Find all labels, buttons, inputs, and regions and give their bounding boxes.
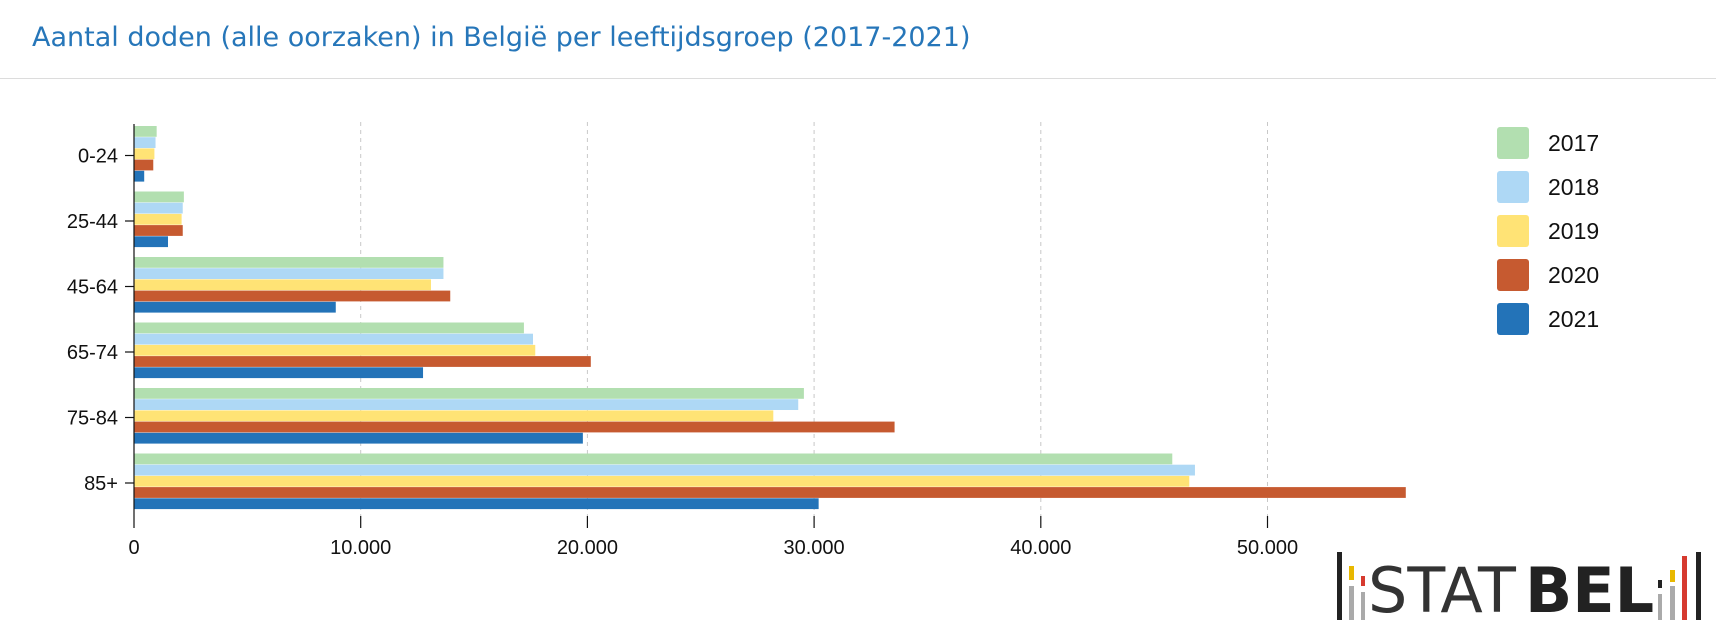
x-tick-label: 40.000 (1010, 537, 1071, 559)
bar-65-74-2017 (134, 322, 524, 334)
statbel-logo: STAT BEL (1337, 552, 1701, 620)
bar-25-44-2018 (134, 202, 183, 214)
legend-swatch-2017 (1497, 127, 1529, 159)
bar-75-84-2020 (134, 421, 895, 433)
bar-65-74-2018 (134, 333, 533, 345)
bar-75-84-2021 (134, 432, 583, 444)
y-tick-label: 75-84 (67, 408, 118, 430)
y-tick-label: 45-64 (67, 277, 118, 299)
legend-label-2020: 2020 (1548, 262, 1599, 288)
y-tick-label: 65-74 (67, 342, 118, 364)
y-tick-label: 85+ (84, 473, 118, 495)
logo-bar-right-1 (1658, 580, 1662, 588)
bar-45-64-2018 (134, 268, 444, 279)
bar-0-24-2020 (134, 159, 154, 171)
logo-bar-left-4 (1361, 592, 1365, 620)
y-tick-label: 0-24 (78, 146, 118, 168)
chart-title: Aantal doden (alle oorzaken) in België p… (32, 22, 971, 53)
legend: 2017 2018 2019 2020 2021 (1497, 127, 1599, 335)
bar-25-44-2019 (134, 213, 182, 225)
bar-0-24-2018 (134, 137, 156, 148)
logo-bar-left-1 (1349, 566, 1354, 580)
logo-text-bel: BEL (1525, 554, 1654, 620)
x-tick-label: 10.000 (330, 537, 391, 559)
bar-75-84-2018 (134, 399, 799, 410)
legend-label-2019: 2019 (1548, 218, 1599, 244)
logo-bar-right-2 (1670, 586, 1675, 620)
bar-85+-2017 (134, 453, 1173, 465)
grid-lines (360, 122, 1268, 516)
logo-bar-left-2 (1349, 586, 1354, 620)
bar-25-44-2017 (134, 191, 184, 203)
bar-45-64-2020 (134, 290, 451, 302)
x-tick-label: 50.000 (1237, 537, 1298, 559)
logo-bar-right-4 (1682, 556, 1687, 620)
legend-swatch-2018 (1497, 171, 1529, 203)
bar-65-74-2019 (134, 344, 536, 356)
axes: 0-24 25-44 45-64 65-74 75-84 85+ 0 10.000 20.000… (67, 124, 1298, 559)
bar-85+-2021 (134, 498, 819, 510)
legend-swatch-2021 (1497, 303, 1529, 335)
legend-swatch-2020 (1497, 259, 1529, 291)
legend-label-2021: 2021 (1548, 306, 1599, 332)
x-tick-label: 30.000 (784, 537, 845, 559)
bar-85+-2020 (134, 487, 1406, 498)
bar-0-24-2019 (134, 148, 155, 160)
legend-label-2018: 2018 (1548, 174, 1599, 200)
logo-text-stat: STAT (1368, 554, 1517, 620)
logo-bar-left-0 (1337, 552, 1342, 620)
legend-label-2017: 2017 (1548, 130, 1599, 156)
legend-swatch-2019 (1497, 215, 1529, 247)
bar-65-74-2020 (134, 356, 591, 367)
logo-bar-left-3 (1361, 576, 1365, 586)
title-divider (0, 78, 1716, 79)
logo-bar-right-5 (1696, 552, 1701, 620)
x-tick-label: 20.000 (557, 537, 618, 559)
bar-85+-2019 (134, 475, 1190, 487)
bar-75-84-2019 (134, 410, 774, 422)
bar-85+-2018 (134, 464, 1195, 476)
y-tick-label: 25-44 (67, 211, 118, 233)
bars (134, 126, 1406, 510)
bar-25-44-2020 (134, 225, 183, 236)
bar-0-24-2021 (134, 170, 145, 182)
bar-45-64-2017 (134, 257, 444, 268)
bar-0-24-2017 (134, 126, 157, 137)
bar-45-64-2019 (134, 279, 431, 291)
bar-75-84-2017 (134, 388, 804, 399)
logo-bar-right-0 (1658, 594, 1662, 620)
bar-25-44-2021 (134, 236, 169, 248)
bar-65-74-2021 (134, 367, 424, 379)
bar-45-64-2021 (134, 301, 336, 313)
logo-bar-right-3 (1670, 570, 1675, 582)
x-tick-label: 0 (128, 537, 139, 559)
